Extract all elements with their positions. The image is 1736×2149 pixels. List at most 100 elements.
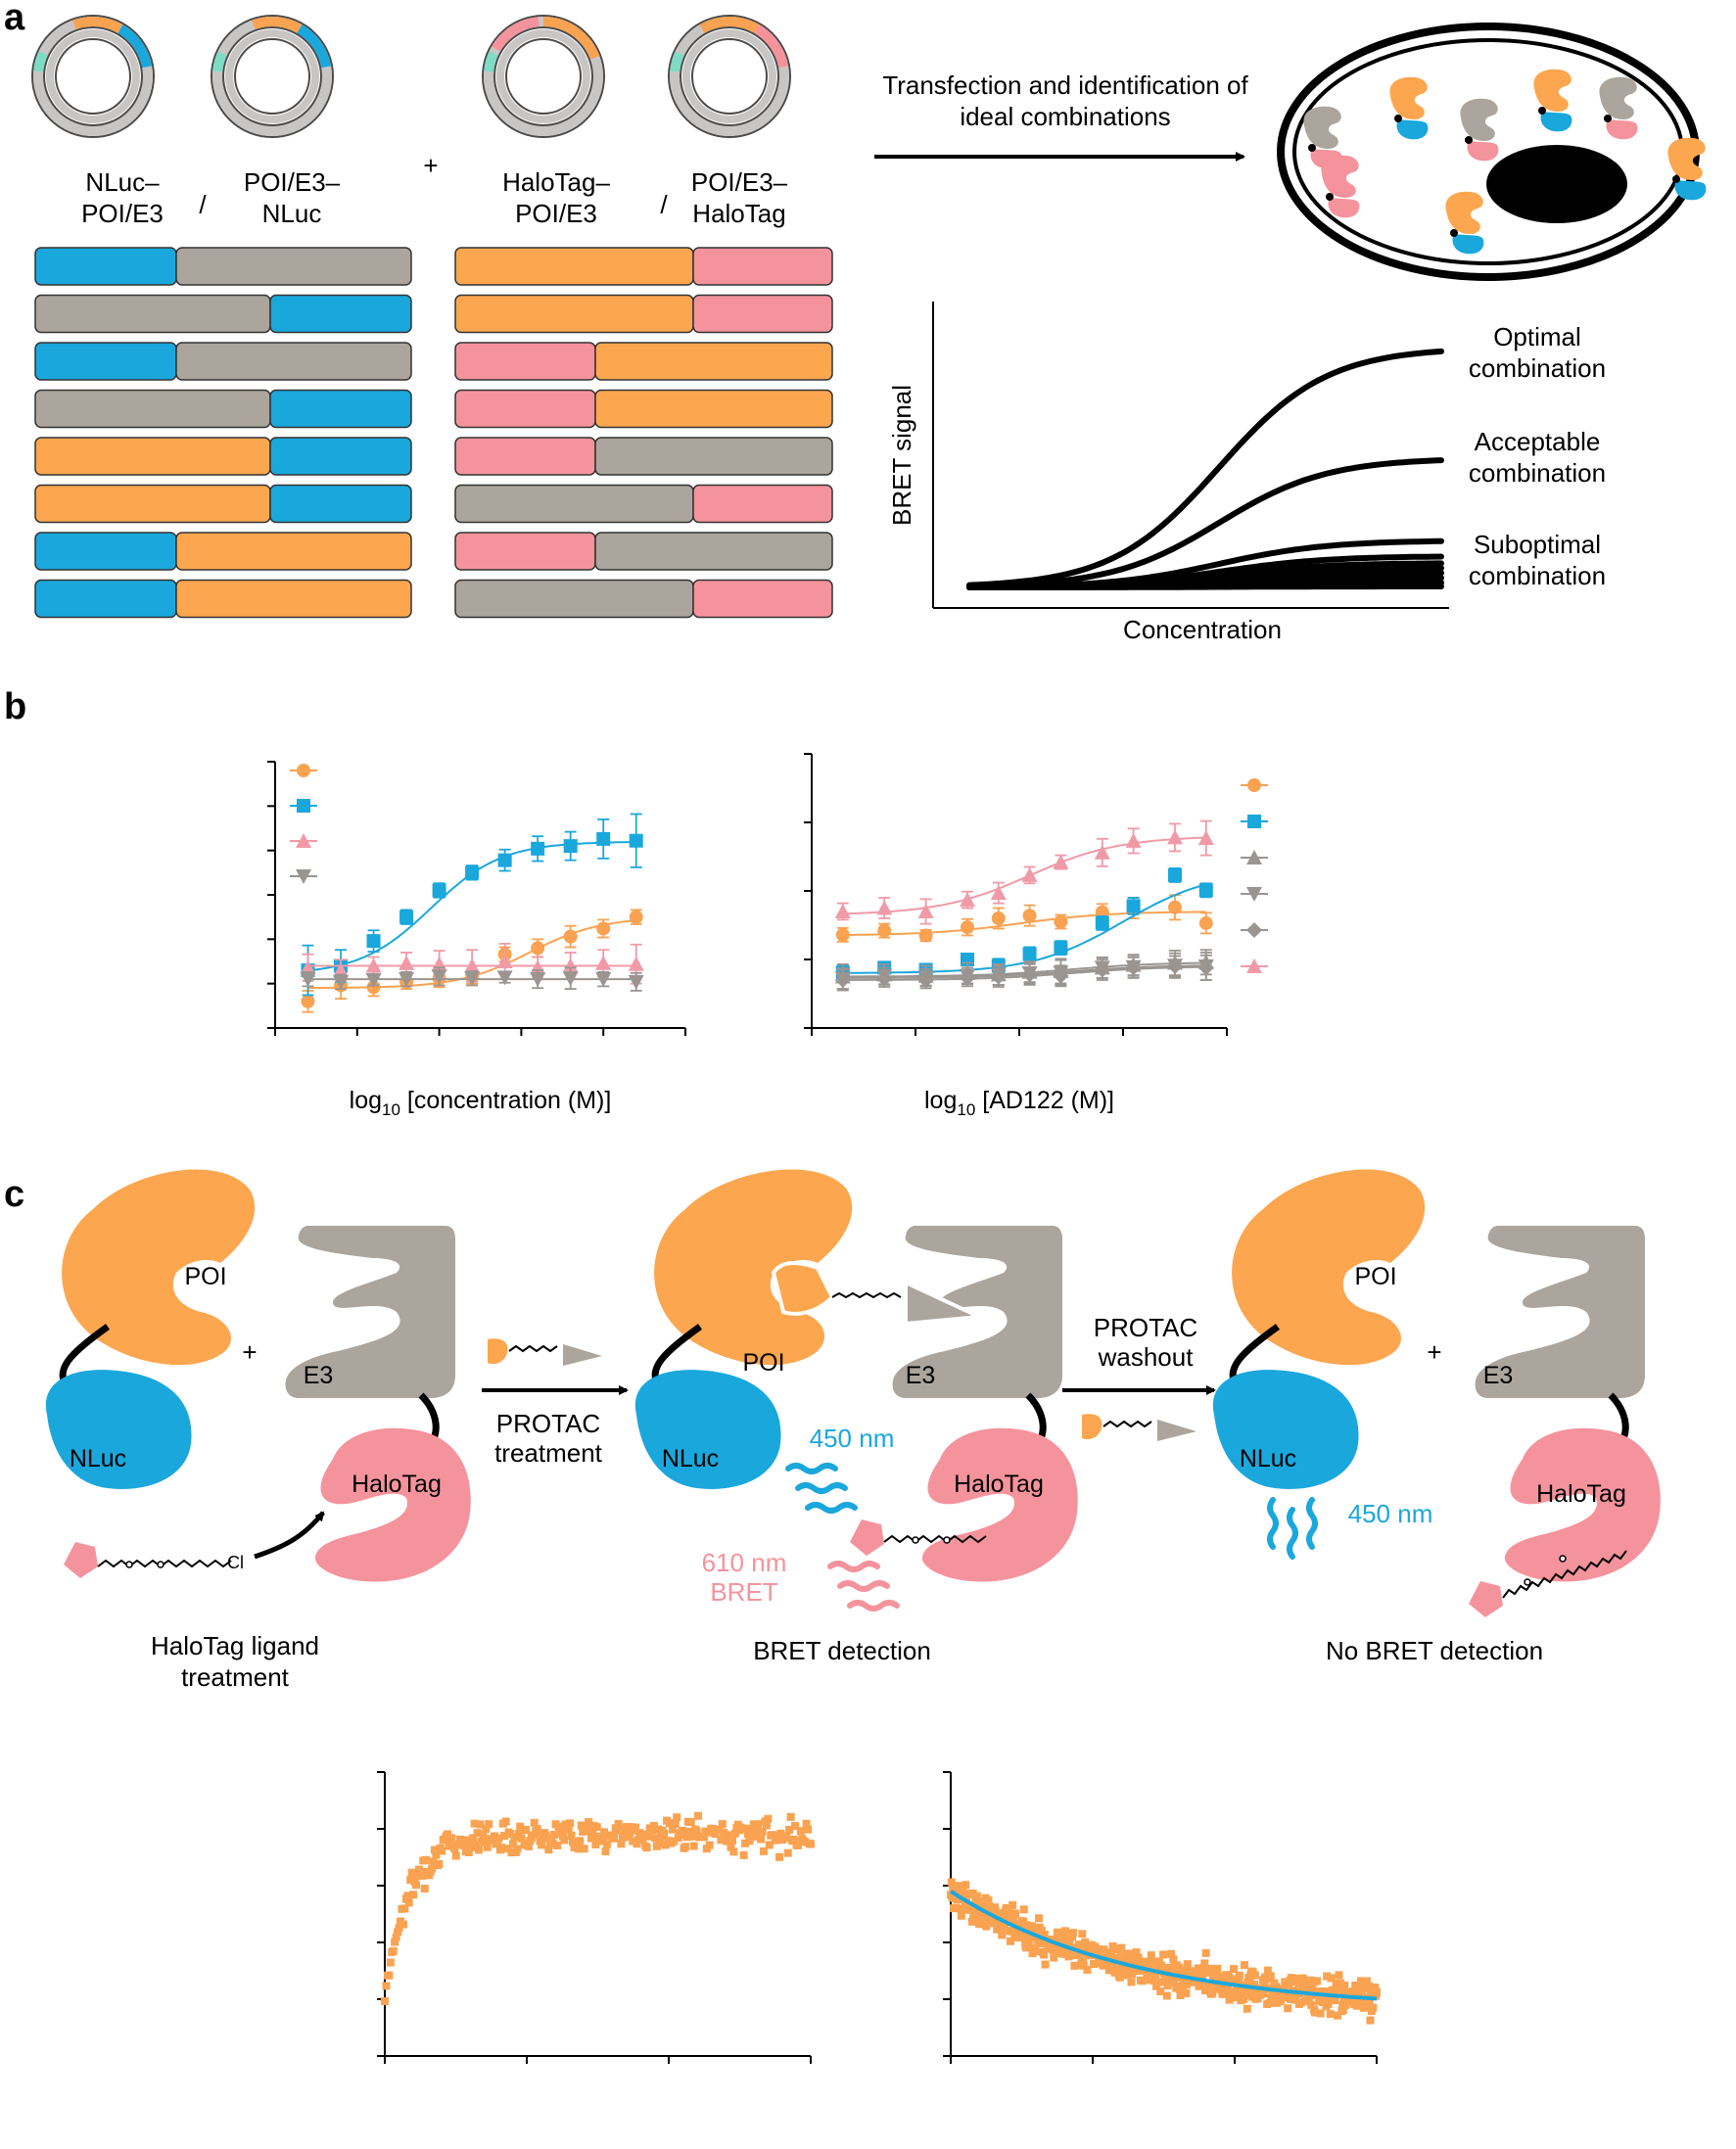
data-point	[1105, 1966, 1114, 1975]
data-point	[1168, 900, 1182, 914]
data-point	[677, 1830, 685, 1839]
optimal-label-2: combination	[1469, 353, 1606, 383]
data-point	[651, 1834, 660, 1843]
construct-3-left-nluc-box	[34, 342, 177, 381]
legend-marker	[297, 799, 310, 813]
data-point	[432, 883, 446, 898]
data-point	[1135, 1967, 1144, 1976]
plasmid-outer-ring	[668, 15, 791, 138]
construct-5-left-nluc-box	[269, 437, 412, 476]
plasmid-core	[234, 38, 310, 115]
data-point	[757, 1835, 766, 1844]
data-point	[834, 904, 851, 918]
data-point	[1103, 1948, 1111, 1957]
data-point	[365, 958, 382, 973]
data-point	[1362, 1977, 1371, 1985]
data-point	[582, 1827, 590, 1836]
plus-c2: +	[1427, 1337, 1441, 1367]
data-point	[776, 1829, 785, 1838]
data-point	[1198, 883, 1213, 898]
data-point	[1007, 1937, 1015, 1945]
data-point	[689, 1842, 698, 1850]
data-point	[566, 1819, 575, 1828]
construct-6-right-e3-box	[454, 484, 694, 524]
data-point	[960, 969, 975, 986]
data-point	[1184, 1966, 1193, 1975]
data-point	[649, 1821, 658, 1830]
data-point	[1307, 2000, 1316, 2009]
data-point	[562, 958, 579, 973]
cell-protein-6	[1667, 137, 1707, 201]
plasmid-inner-ring	[680, 26, 779, 126]
data-point	[648, 1826, 657, 1835]
bret-610-label-2: BRET	[710, 1577, 777, 1607]
data-point	[1126, 899, 1141, 913]
cell-protein-3	[1460, 98, 1499, 162]
mini-linker	[1308, 144, 1316, 152]
poi-shape-1	[62, 1169, 256, 1366]
data-point	[1024, 1936, 1033, 1944]
data-point	[1022, 909, 1037, 923]
data-point	[746, 1825, 755, 1834]
construct-4-left-nluc-box	[269, 389, 412, 429]
construct-7-left-poi-box	[175, 532, 412, 571]
data-point	[503, 1845, 512, 1853]
mini-linker	[1326, 193, 1334, 201]
plasmid-core	[691, 38, 768, 115]
data-point	[480, 1838, 489, 1846]
data-point	[535, 1829, 543, 1838]
ligand-fluorophore-2	[850, 1519, 884, 1556]
cell-protein-7	[1321, 155, 1360, 218]
data-point	[382, 1982, 391, 1990]
chart-ad157-dissociation	[943, 1771, 1381, 2064]
data-point	[601, 1847, 610, 1856]
plasmid-label-1a: NLuc–	[85, 167, 160, 197]
plasmid-insert-arc	[212, 51, 227, 72]
x-axis-label: log10 [AD122 (M)]	[924, 1087, 1114, 1119]
data-point	[497, 853, 512, 867]
data-point	[470, 1819, 479, 1828]
data-point	[699, 1833, 708, 1842]
chart-ad122-titration: log10 [AD122 (M)]	[804, 753, 1268, 1119]
plasmid-group	[31, 15, 791, 138]
data-point	[727, 1843, 735, 1851]
data-point	[1098, 1956, 1106, 1965]
data-point	[496, 970, 513, 986]
data-point	[394, 1928, 402, 1937]
construct-7-right-e3-box	[594, 532, 833, 571]
mini-linker	[1672, 175, 1680, 183]
data-point	[1219, 1989, 1228, 1998]
data-point	[1355, 1991, 1364, 2000]
data-point	[1021, 966, 1038, 983]
data-point	[790, 1821, 799, 1830]
data-point	[1040, 1950, 1049, 1959]
halotag-shape-2	[921, 1427, 1078, 1582]
data-point	[1070, 1961, 1079, 1970]
halotag-shape-1	[314, 1427, 471, 1582]
data-point	[961, 920, 974, 935]
data-point	[1040, 1930, 1049, 1939]
construct-4-right-halotag-box	[454, 389, 596, 429]
e3-label-3: E3	[1483, 1362, 1514, 1389]
data-point	[680, 1843, 689, 1851]
data-point	[1167, 829, 1183, 845]
data-point	[1276, 1996, 1285, 2005]
data-point	[464, 1848, 473, 1857]
data-point	[1243, 1987, 1251, 1996]
protac-e3ligand-2	[1157, 1420, 1196, 1441]
data-point	[497, 1844, 506, 1852]
caption-1b: treatment	[181, 1662, 290, 1692]
protac-linker-2	[1103, 1420, 1152, 1428]
data-point	[507, 1848, 516, 1857]
data-point	[517, 1834, 526, 1843]
data-point	[743, 1830, 752, 1839]
data-point	[456, 1835, 465, 1844]
data-point	[385, 1971, 394, 1980]
data-point	[991, 911, 1006, 925]
construct-1-left-e3-box	[175, 247, 412, 286]
data-point	[918, 928, 933, 943]
plus-c1: +	[242, 1337, 257, 1367]
data-point	[1068, 1929, 1077, 1938]
data-point	[1294, 1979, 1303, 1987]
plasmid-insert-arc	[699, 17, 760, 33]
